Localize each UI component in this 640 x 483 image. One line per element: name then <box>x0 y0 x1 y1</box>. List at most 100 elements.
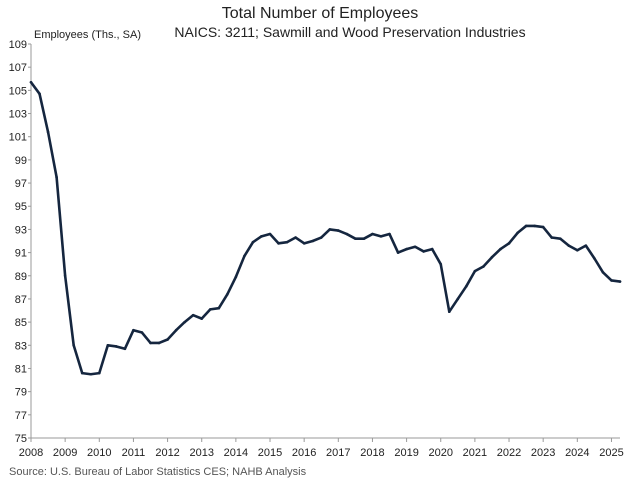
data-point <box>490 255 494 259</box>
data-point <box>123 347 127 351</box>
data-point <box>430 247 434 251</box>
x-tick-label: 2025 <box>599 447 623 459</box>
series-group <box>29 80 622 376</box>
y-tick-label: 95 <box>15 201 27 213</box>
data-point <box>396 251 400 254</box>
y-tick-label: 91 <box>15 248 27 260</box>
x-tick-label: 2014 <box>224 447 248 459</box>
data-point <box>277 242 280 245</box>
data-point <box>72 343 75 347</box>
data-point <box>149 341 152 345</box>
x-tick-label: 2020 <box>428 447 452 459</box>
y-tick-label: 107 <box>9 62 27 74</box>
data-point <box>601 270 605 274</box>
x-tick-label: 2010 <box>87 447 111 459</box>
x-tick-label: 2016 <box>292 447 316 459</box>
data-point <box>302 242 306 245</box>
x-tick-label: 2023 <box>531 447 555 459</box>
y-tick-label: 83 <box>15 340 27 352</box>
x-tick-label: 2011 <box>122 447 146 459</box>
data-point <box>516 231 519 235</box>
data-point <box>328 228 332 231</box>
data-point <box>115 345 118 348</box>
data-point <box>550 236 554 239</box>
data-point <box>63 274 67 278</box>
data-point <box>524 224 528 228</box>
data-point <box>354 237 357 240</box>
data-point <box>473 269 477 273</box>
x-tick-label: 2017 <box>326 447 350 459</box>
data-point <box>294 236 297 239</box>
data-point <box>97 371 101 375</box>
data-point <box>234 275 238 279</box>
y-tick-label: 93 <box>15 224 27 236</box>
x-tick-label: 2012 <box>155 447 179 459</box>
x-tick-label: 2013 <box>189 447 213 459</box>
x-tick-label: 2019 <box>394 447 418 459</box>
data-point <box>558 237 562 240</box>
data-point <box>191 313 195 317</box>
data-point <box>447 310 451 313</box>
data-point <box>226 293 229 296</box>
data-point <box>183 320 186 324</box>
data-point <box>208 308 212 311</box>
axis-lines <box>30 44 620 439</box>
data-point <box>379 235 383 238</box>
data-point <box>285 240 289 244</box>
x-tick-label: 2018 <box>360 447 384 459</box>
y-tick-label: 79 <box>15 387 27 399</box>
data-point <box>38 92 41 96</box>
data-point <box>132 328 135 332</box>
data-point <box>106 343 110 347</box>
y-tick-label: 97 <box>15 178 27 190</box>
data-point <box>584 244 588 247</box>
data-point <box>200 317 204 320</box>
data-point <box>345 232 349 236</box>
data-point <box>55 175 58 179</box>
data-point <box>29 80 33 84</box>
data-point <box>533 224 536 228</box>
data-point <box>388 232 391 236</box>
data-point <box>251 240 255 244</box>
data-point <box>499 247 502 251</box>
x-tick-label: 2015 <box>258 447 282 459</box>
data-point <box>482 265 485 268</box>
y-tick-label: 109 <box>9 39 27 51</box>
y-tick-label: 75 <box>15 433 27 445</box>
data-point <box>80 371 84 375</box>
series-line-employees <box>29 80 622 376</box>
data-point <box>243 254 246 258</box>
source-note: Source: U.S. Bureau of Labor Statistics … <box>9 466 307 478</box>
data-point <box>422 250 425 253</box>
data-point <box>541 225 545 229</box>
data-point <box>46 130 50 134</box>
data-point <box>217 306 221 310</box>
data-point <box>174 328 178 332</box>
y-tick-label: 105 <box>9 85 27 97</box>
data-point <box>456 297 460 301</box>
data-point <box>610 279 613 282</box>
x-axis: 2008 2009 2010 2011 2012 2013 2014 2015 2016 2017… <box>19 438 624 459</box>
data-point <box>268 232 272 236</box>
y-tick-label: 99 <box>15 155 27 167</box>
data-point <box>593 257 596 260</box>
y-tick-label: 101 <box>9 132 27 144</box>
data-point <box>576 248 579 252</box>
x-tick-label: 2022 <box>497 447 521 459</box>
data-point <box>157 341 161 345</box>
y-axis-label: Employees (Ths., SA) <box>34 29 141 41</box>
data-point <box>439 262 443 266</box>
y-tick-label: 103 <box>9 109 27 121</box>
x-tick-label: 2009 <box>53 447 77 459</box>
x-tick-label: 2008 <box>19 447 43 459</box>
data-point <box>260 235 263 238</box>
data-point <box>371 232 374 236</box>
data-point <box>405 247 408 251</box>
data-point <box>618 280 622 283</box>
data-point <box>166 338 169 341</box>
y-tick-label: 85 <box>15 317 27 329</box>
data-point <box>465 284 468 288</box>
y-tick-label: 81 <box>15 363 27 375</box>
x-tick-label: 2021 <box>463 447 487 459</box>
chart-subtitle: NAICS: 3211; Sawmill and Wood Preservati… <box>174 24 526 40</box>
